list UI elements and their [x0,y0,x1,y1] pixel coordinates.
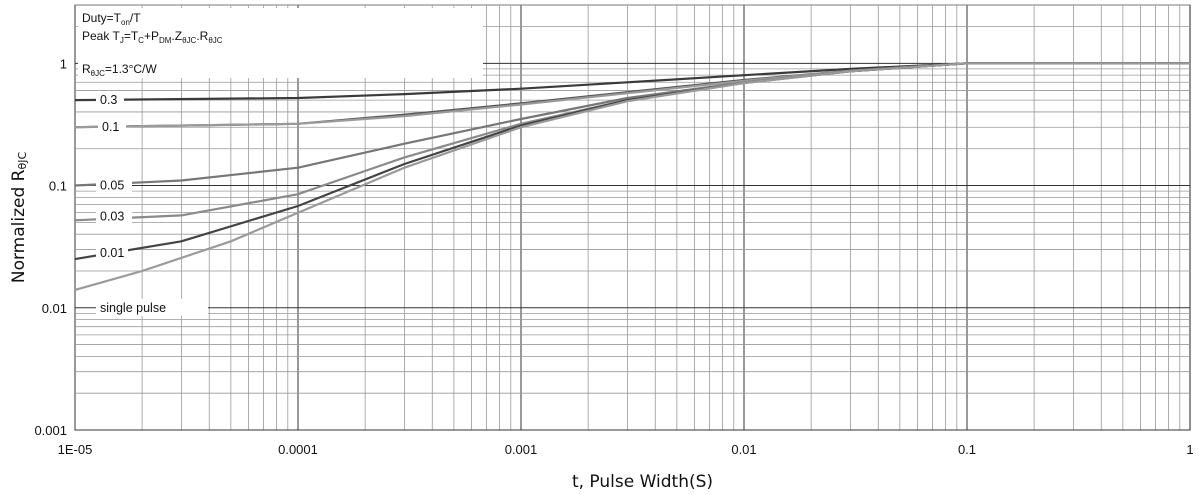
annotation-box: Duty=Ton/T Peak TJ=TC+PDM.ZθJC.RθJC RθJC… [78,8,483,78]
series-lines [74,62,1190,291]
y-tick-label: 0.1 [49,179,67,194]
annotation-background [78,8,483,78]
annotation-duty: Duty=Ton/T [82,11,141,27]
series-label: 0.3 [100,93,117,107]
x-tick-label: 0.1 [958,442,976,457]
series-label-background [98,118,126,136]
series-label-background [96,91,124,109]
series-line-single-pulse [74,62,1190,291]
series-label-background [96,298,208,316]
series-line-0-03 [74,62,1190,222]
annotation-peak-tj: Peak TJ=TC+PDM.ZθJC.RθJC [82,29,223,45]
x-tick-label: 0.01 [731,442,756,457]
x-tick-label: 1E-05 [58,442,93,457]
x-axis-title: t, Pulse Width(S) [572,472,713,492]
y-tick-label: 0.001 [34,423,67,438]
series-label: 0.03 [100,209,124,223]
y-tick-label: 0.01 [42,301,67,316]
x-tick-label: 0.0001 [278,442,318,457]
series-label: single pulse [100,301,166,315]
series-label: 0.1 [102,120,119,134]
x-tick-label: 0.001 [505,442,538,457]
series-label: 0.05 [100,179,124,193]
series-label-background [96,207,132,225]
annotation-rthjc: RθJC=1.3°C/W [82,62,157,78]
series-label-background [96,244,128,262]
y-tick-label: 1 [60,56,67,71]
axis-ticks: 1E-05 0.0001 0.001 0.01 0.1 1 0.001 0.01 0.1 1 [34,56,1193,457]
y-axis-title: Normalized RθJC [9,152,29,284]
series-label: 0.01 [100,246,124,260]
series-label-background [96,176,132,194]
x-tick-label: 1 [1186,442,1193,457]
